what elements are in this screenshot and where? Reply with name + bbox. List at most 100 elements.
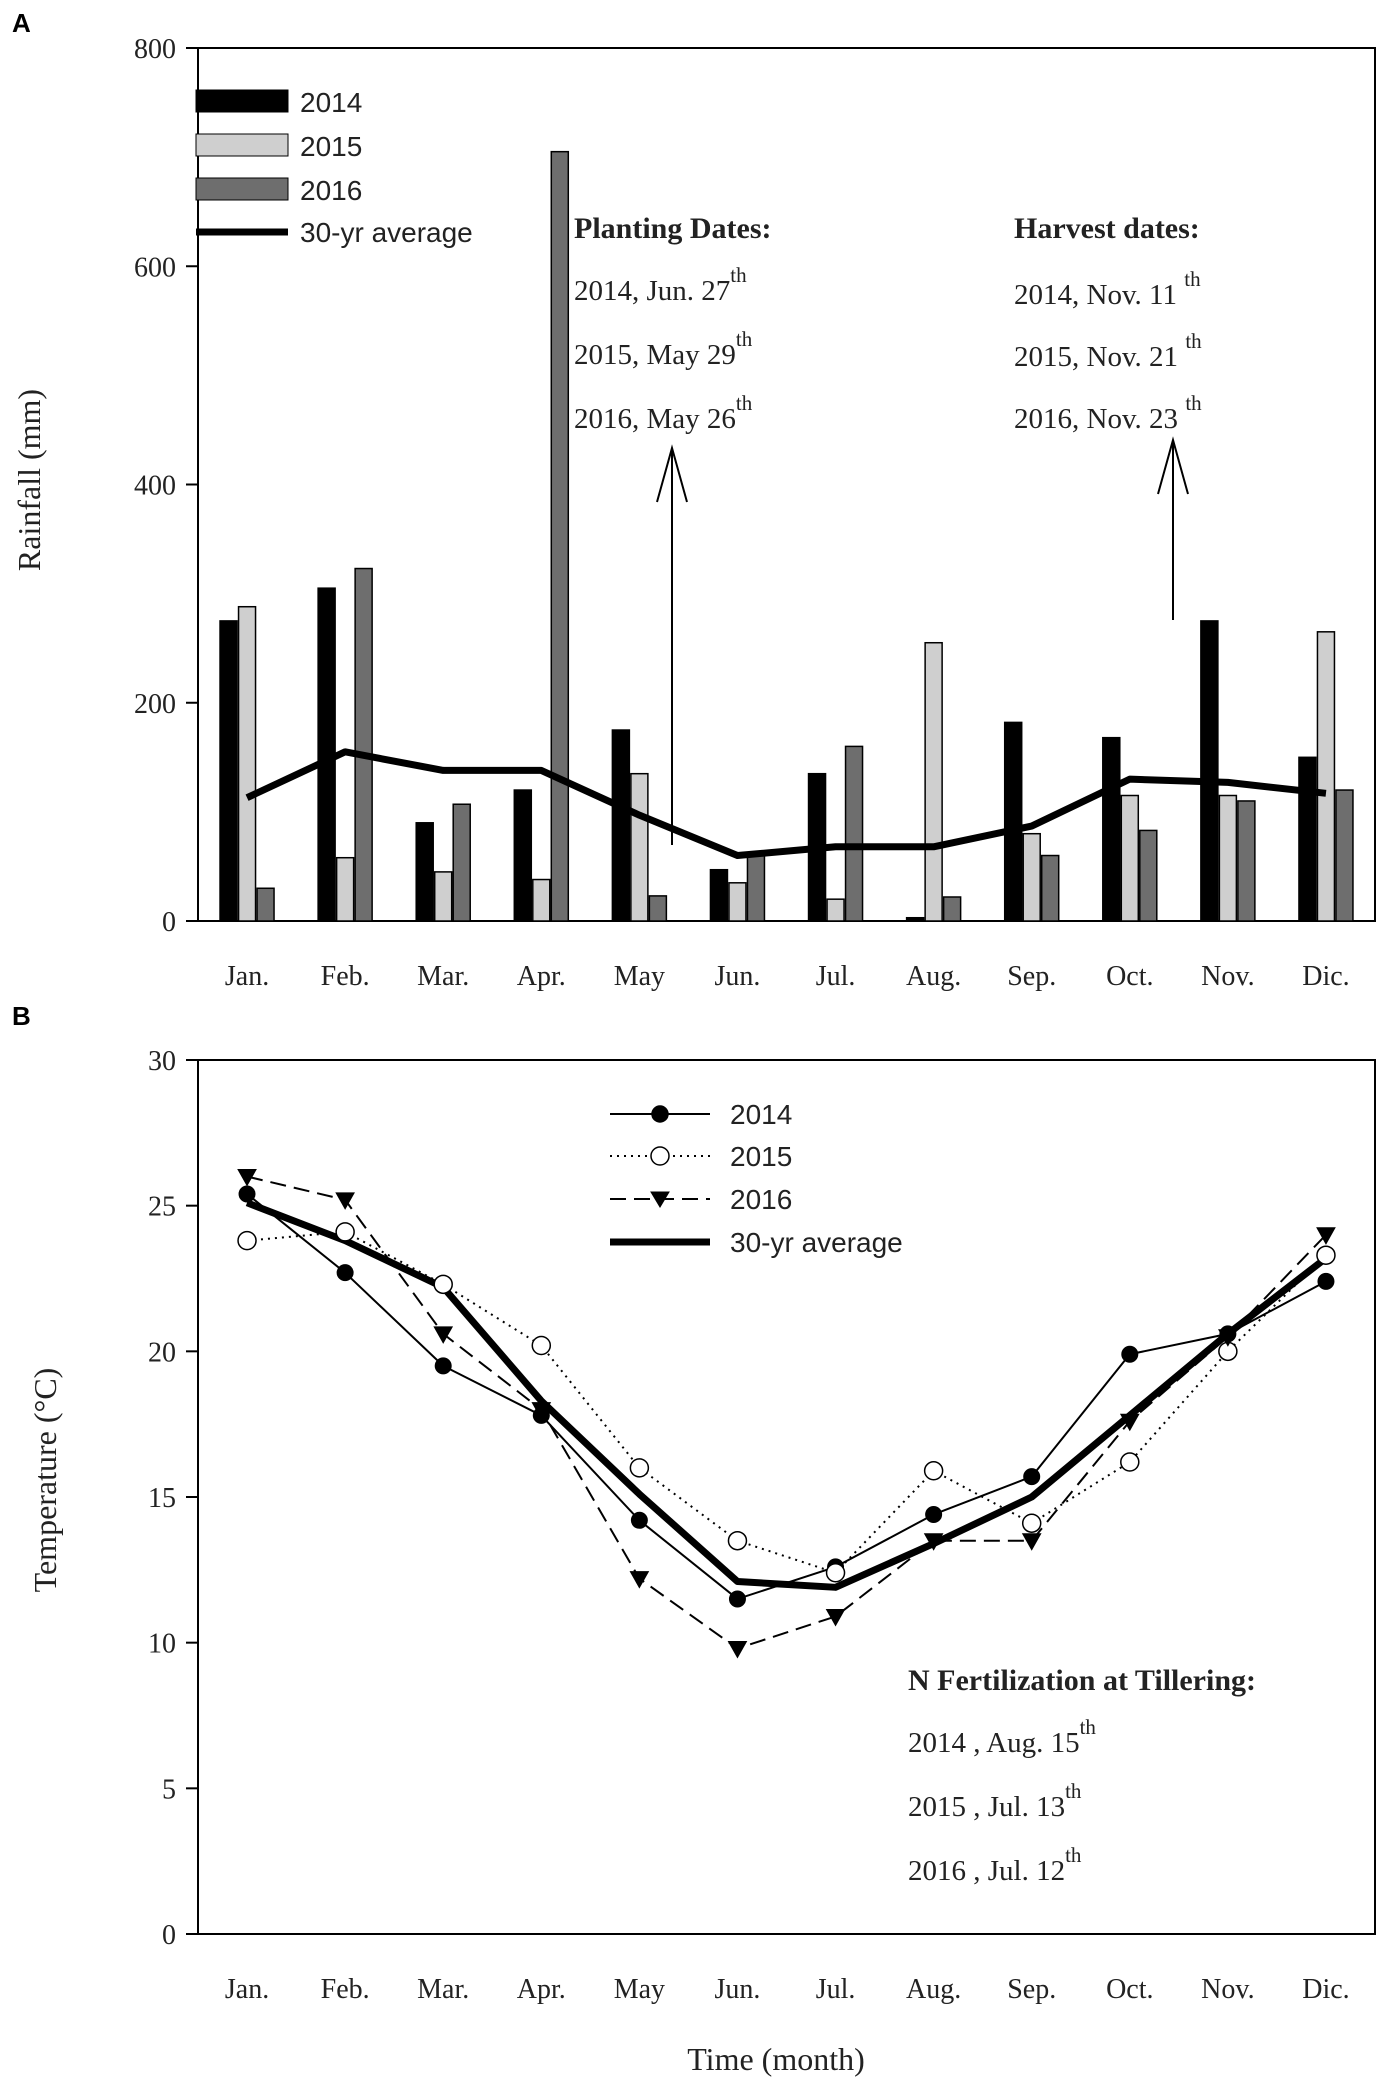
rainfall-bar-2014-sep xyxy=(1003,721,1023,922)
rainfall-bar-2016-jun xyxy=(746,854,766,922)
legend-label-30yr-temp: 30-yr average xyxy=(730,1227,903,1258)
rainfall-xtick-label-jun: Jun. xyxy=(715,961,761,992)
planting-dates-title: Planting Dates: xyxy=(574,212,772,245)
temperature-point-2015-may xyxy=(629,1458,650,1478)
legend-label-2016-temp: 2016 xyxy=(730,1184,792,1215)
planting-dates-annotation: Planting Dates: 2014, Jun. 27th 2015, Ma… xyxy=(574,212,772,845)
temperature-series-line-2015 xyxy=(246,1230,1327,1574)
legend-label-2016: 2016 xyxy=(300,175,362,206)
rainfall-bar-2014-oct xyxy=(1102,736,1121,922)
temperature-point-2015-aug xyxy=(923,1461,944,1481)
temperature-point-2016-jan xyxy=(237,1169,257,1187)
rainfall-bar-2015-dic xyxy=(1316,631,1336,922)
rainfall-xtick-label-sep: Sep. xyxy=(1007,961,1056,992)
temperature-xtick-label-aug: Aug. xyxy=(906,1974,961,2005)
temperature-point-2015-jul xyxy=(825,1562,846,1583)
rainfall-bar-2016-mar xyxy=(452,803,471,922)
rainfall-series-line-30yr-average xyxy=(245,748,1327,860)
rainfall-x-axis: Jan. Feb. Mar. Apr. May Jun. Jul. Aug. Sep. Oct. N… xyxy=(225,961,1350,992)
temperature-series-line-30-yr-average xyxy=(245,1199,1329,1591)
rainfall-bar-2015-aug xyxy=(924,641,943,922)
rainfall-bars xyxy=(219,150,1354,922)
temperature-xtick-label-may: May xyxy=(614,1974,665,2005)
temperature-point-2016-dic xyxy=(1316,1227,1336,1245)
rainfall-bar-2015-sep xyxy=(1022,832,1041,922)
temperature-point-2014-aug xyxy=(925,1505,943,1523)
rainfall-y-axis-title: Rainfall (mm) xyxy=(11,389,47,571)
rainfall-xtick-label-jul: Jul. xyxy=(816,961,856,992)
rainfall-bar-2014-jan xyxy=(219,620,238,922)
harvest-arrow xyxy=(1157,436,1189,620)
temperature-ytick-label-30: 30 xyxy=(148,1046,176,1077)
rainfall-bar-2015-oct xyxy=(1120,794,1140,922)
rainfall-bar-2014-nov xyxy=(1200,620,1219,922)
rainfall-bar-2014-jun xyxy=(709,868,729,922)
planting-date-2015: 2015, May 29th xyxy=(574,327,753,371)
temperature-xtick-label-jul: Jul. xyxy=(816,1974,856,2005)
legend-swatch-2015 xyxy=(195,133,289,157)
harvest-dates-annotation: Harvest dates: 2014, Nov. 11 th 2015, No… xyxy=(1014,212,1202,620)
temperature-xtick-label-apr: Apr. xyxy=(517,1974,566,2005)
temperature-point-2016-sep xyxy=(1021,1533,1042,1551)
temperature-point-2014-sep xyxy=(1023,1468,1041,1486)
legend-swatch-2016 xyxy=(195,177,289,201)
legend-swatch-2014 xyxy=(195,89,289,113)
rainfall-bar-2015-mar xyxy=(433,871,453,922)
harvest-date-2015: 2015, Nov. 21 th xyxy=(1014,329,1202,373)
planting-date-2016: 2016, May 26th xyxy=(574,391,753,435)
rainfall-bar-2016-jan xyxy=(256,887,275,922)
temperature-chart: 0 5 10 15 20 25 30 Jan. Feb. Mar. Apr. May Jun. Jul.… xyxy=(27,1046,1376,2077)
rainfall-bar-2016-may xyxy=(648,895,668,922)
rainfall-bar-2016-sep xyxy=(1040,854,1060,922)
n-fertilization-2016: 2016 , Jul. 12th xyxy=(908,1843,1082,1887)
temperature-point-2014-jan xyxy=(238,1185,256,1203)
temperature-x-axis-title: Time (month) xyxy=(687,2041,865,2077)
temperature-point-2014-oct xyxy=(1121,1345,1139,1363)
rainfall-ytick-label-600: 600 xyxy=(134,252,176,283)
temperature-xtick-label-sep: Sep. xyxy=(1007,1974,1056,2005)
temperature-point-2016-aug xyxy=(923,1533,944,1551)
temperature-ytick-label-15: 15 xyxy=(148,1483,176,1514)
rainfall-legend: 2014 2015 2016 30-yr average xyxy=(195,87,473,248)
rainfall-bar-2015-nov xyxy=(1218,794,1238,922)
rainfall-bar-2015-jan xyxy=(237,605,257,922)
harvest-dates-title: Harvest dates: xyxy=(1014,212,1200,245)
temperature-point-2016-jun xyxy=(727,1640,748,1659)
harvest-date-2014: 2014, Nov. 11 th xyxy=(1014,267,1201,311)
rainfall-xtick-label-oct: Oct. xyxy=(1106,961,1153,992)
legend-label-2014-temp: 2014 xyxy=(730,1099,792,1130)
temperature-ytick-label-5: 5 xyxy=(162,1774,176,1805)
temperature-ytick-label-0: 0 xyxy=(162,1920,176,1951)
rainfall-bar-2015-jun xyxy=(728,882,747,922)
legend-label-2015-temp: 2015 xyxy=(730,1141,792,1172)
legend-label-30yr: 30-yr average xyxy=(300,217,473,248)
temperature-xtick-label-jan: Jan. xyxy=(225,1974,269,2005)
temperature-point-2014-feb xyxy=(336,1264,354,1282)
temperature-point-2016-oct xyxy=(1119,1413,1140,1432)
n-fertilization-2014: 2014 , Aug. 15th xyxy=(908,1715,1096,1759)
rainfall-xtick-label-apr: Apr. xyxy=(517,961,566,992)
rainfall-bar-2016-feb xyxy=(354,567,373,922)
rainfall-bar-2016-oct xyxy=(1139,829,1158,922)
temperature-series-line-2016 xyxy=(246,1175,1327,1650)
temperature-point-2015-feb xyxy=(335,1222,355,1242)
temperature-series xyxy=(237,1169,1336,1659)
rainfall-bar-2014-aug xyxy=(905,916,925,922)
temperature-point-2016-may xyxy=(629,1571,650,1589)
temperature-point-2016-mar xyxy=(433,1326,454,1344)
temperature-point-2015-mar xyxy=(433,1274,453,1295)
rainfall-xtick-label-may: May xyxy=(614,961,665,992)
temperature-xtick-label-feb: Feb. xyxy=(321,1974,370,2005)
rainfall-bar-2015-may xyxy=(630,772,649,922)
temperature-y-axis-title: Temperature (°C) xyxy=(27,1368,63,1593)
temperature-point-2015-jun xyxy=(727,1530,748,1551)
temperature-xtick-label-mar: Mar. xyxy=(417,1974,469,2005)
rainfall-average-line xyxy=(245,748,1327,860)
n-fertilization-annotation: N Fertilization at Tillering: 2014 , Aug… xyxy=(908,1664,1256,1887)
temperature-xtick-label-dic: Dic. xyxy=(1302,1974,1349,2005)
planting-arrow xyxy=(656,444,688,845)
temperature-point-2016-jul xyxy=(825,1608,846,1627)
rainfall-plot-frame xyxy=(197,47,1376,922)
temperature-ytick-label-20: 20 xyxy=(148,1337,176,1368)
rainfall-bar-2014-dic xyxy=(1298,756,1317,922)
